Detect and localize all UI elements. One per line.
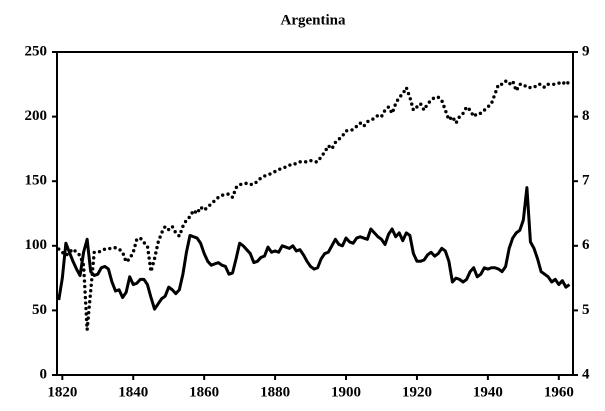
x-tick-label: 1860 (189, 384, 219, 400)
series-line (57, 186, 571, 311)
y2-tick-label: 4 (582, 366, 590, 382)
y2-tick-label: 5 (582, 302, 590, 318)
y-tick-label: 150 (25, 173, 48, 189)
x-tick-label: 1940 (473, 384, 503, 400)
y2-tick-label: 6 (582, 237, 590, 253)
y2-tick-label: 8 (582, 108, 590, 124)
y-tick-label: 200 (25, 108, 48, 124)
x-tick-label: 1820 (47, 384, 77, 400)
y-tick-label: 100 (25, 237, 48, 253)
y-tick-label: 50 (32, 302, 47, 318)
y-tick-label: 0 (40, 366, 48, 382)
x-tick-label: 1920 (402, 384, 432, 400)
plot-frame (56, 51, 574, 376)
chart-title: Argentina (281, 12, 346, 28)
x-tick-label: 1900 (331, 384, 361, 400)
y-tick-label: 250 (25, 43, 48, 59)
y2-tick-label: 9 (582, 43, 590, 59)
x-tick-label: 1880 (260, 384, 290, 400)
x-tick-label: 1840 (118, 384, 148, 400)
y2-tick-label: 7 (582, 173, 590, 189)
series-line (57, 79, 572, 332)
x-tick-label: 1960 (544, 384, 574, 400)
